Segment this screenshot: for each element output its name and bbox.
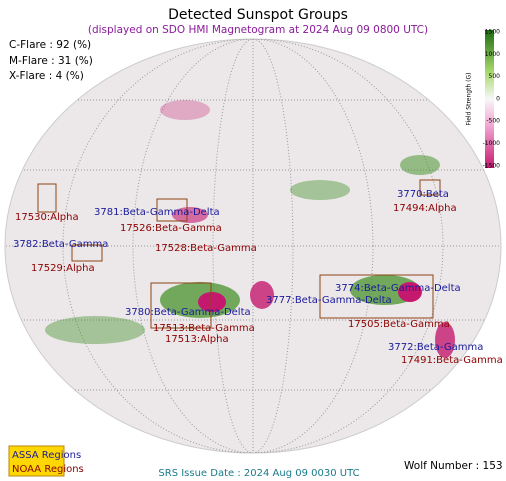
colorbar-tick: 1500: [485, 29, 500, 36]
noaa-region-label: 17513:Beta-Gamma: [153, 323, 255, 334]
flare-probability: X-Flare : 4 (%): [9, 70, 84, 82]
assa-region-label: 3780:Beta-Gamma-Delta: [125, 307, 251, 318]
colorbar-tick: -500: [486, 118, 500, 125]
legend-box: [8, 445, 65, 477]
region-boxes: [37, 179, 441, 329]
flare-probability: C-Flare : 92 (%): [9, 39, 91, 51]
colorbar-tick: 0: [496, 95, 500, 102]
assa-region-label: 3777:Beta-Gamma-Delta: [266, 295, 392, 306]
noaa-region-label: 17513:Alpha: [165, 334, 229, 345]
noaa-region-label: 17528:Beta-Gamma: [155, 243, 257, 254]
colorbar-tick: 500: [489, 73, 501, 80]
colorbar: [485, 30, 494, 168]
colorbar-tick: -1500: [483, 162, 501, 169]
legend-noaa: NOAA Regions: [12, 464, 84, 475]
magnetogram-features: [45, 100, 455, 358]
assa-region-label: 3772:Beta-Gamma: [388, 342, 483, 353]
srs-date: SRS Issue Date : 2024 Aug 09 0030 UTC: [158, 468, 359, 479]
noaa-region-label: 17491:Beta-Gamma: [401, 355, 503, 366]
noaa-region-label: 17530:Alpha: [15, 212, 79, 223]
noaa-region-label: 17505:Beta-Gamma: [348, 319, 450, 330]
colorbar-tick: -1000: [483, 140, 501, 147]
wolf-number: Wolf Number : 153: [404, 460, 503, 472]
subtitle: (displayed on SDO HMI Magnetogram at 202…: [88, 24, 428, 36]
flare-probability: M-Flare : 31 (%): [9, 55, 93, 67]
colorbar-tick: 1000: [485, 51, 500, 58]
noaa-region-label: 17526:Beta-Gamma: [120, 223, 222, 234]
noaa-region-label: 17494:Alpha: [393, 203, 457, 214]
assa-region-label: 3781:Beta-Gamma-Delta: [94, 207, 220, 218]
assa-region-label: 3770:Beta: [397, 189, 449, 200]
title: Detected Sunspot Groups: [168, 7, 348, 23]
assa-region-label: 3774:Beta-Gamma-Delta: [335, 283, 461, 294]
noaa-region-label: 17529:Alpha: [31, 263, 95, 274]
assa-region-label: 3782:Beta-Gamma: [13, 239, 108, 250]
colorbar-label: Field Strength (G): [466, 73, 473, 126]
legend-assa: ASSA Regions: [12, 450, 81, 461]
coordinate-grid: [5, 39, 501, 453]
